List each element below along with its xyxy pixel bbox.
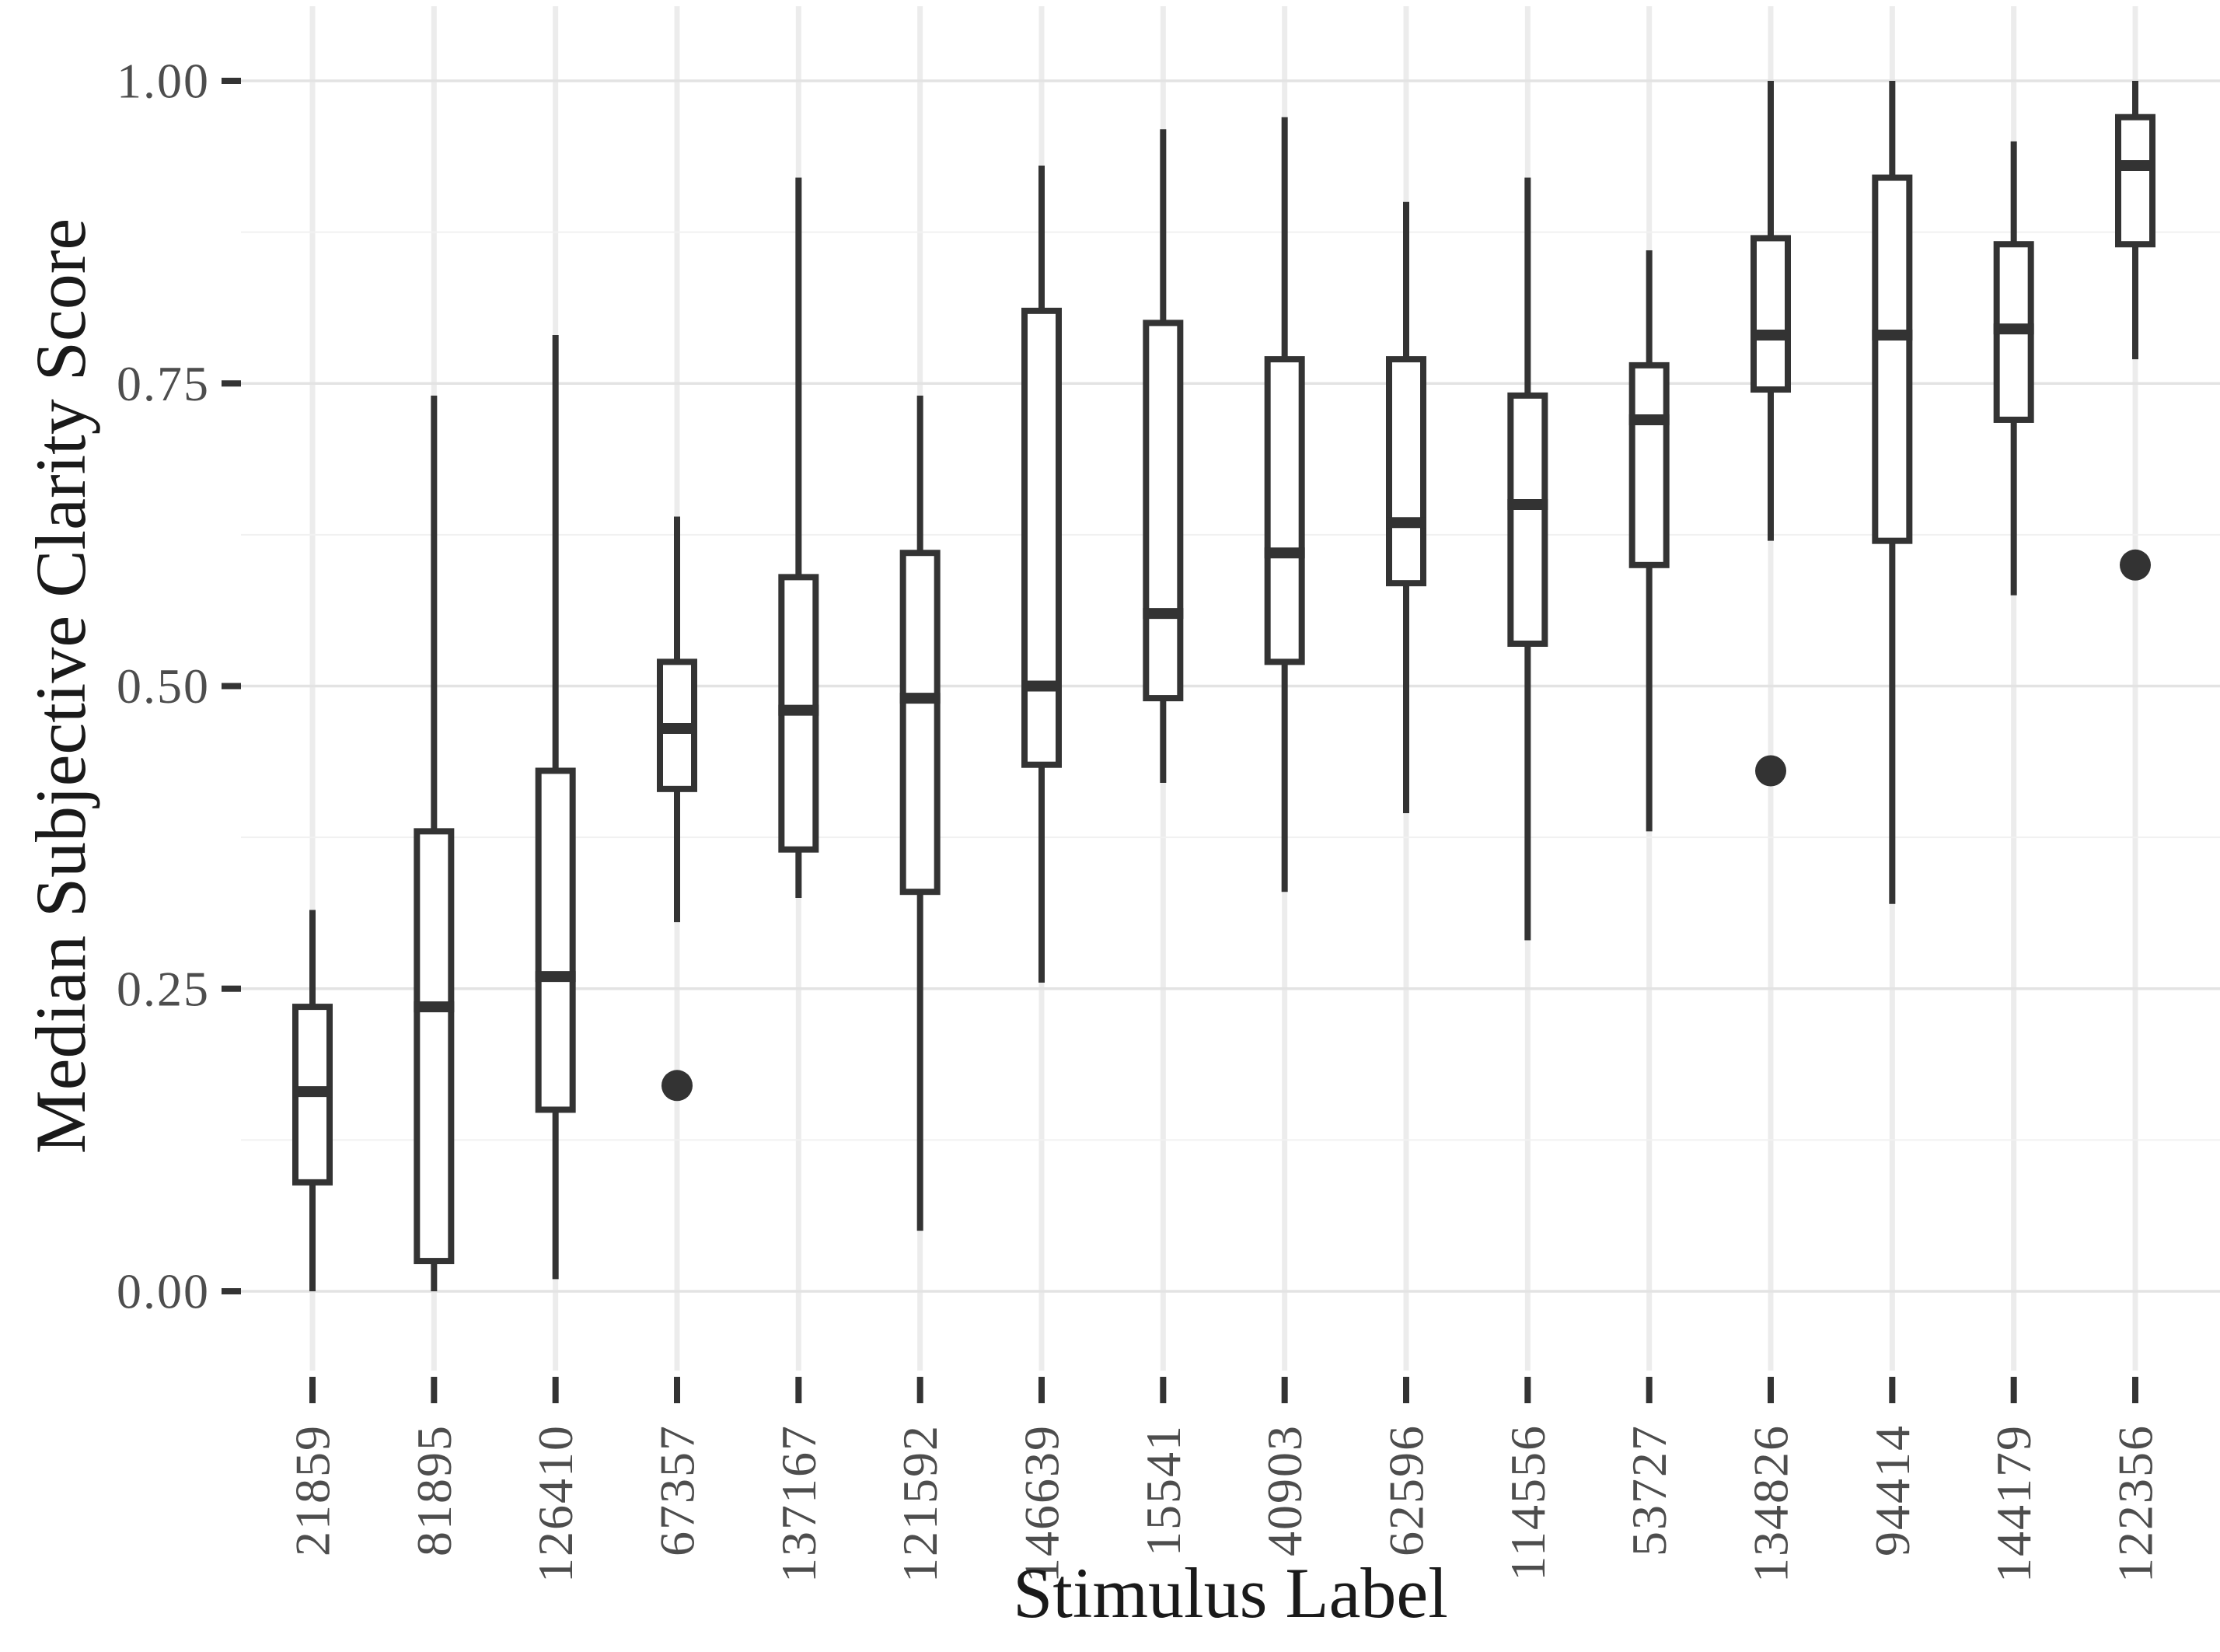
box (414, 828, 455, 1265)
x-tick-label: 94414 (1865, 1424, 1920, 1556)
x-tick-label: 40903 (1257, 1424, 1312, 1556)
box (1751, 235, 1791, 393)
boxplot-126410 (535, 334, 576, 1280)
x-tick-label: 21859 (285, 1424, 340, 1556)
boxplot-94414 (1872, 81, 1913, 904)
category-gridline (2132, 6, 2138, 1371)
y-tick-label: 0.00 (117, 1264, 210, 1319)
boxplot-40903 (1264, 117, 1305, 892)
outlier-point (661, 1070, 693, 1102)
x-tick-label: 53727 (1621, 1424, 1677, 1556)
outlier-point (2120, 549, 2151, 581)
y-tick-label: 0.75 (117, 356, 210, 411)
boxplot-21859 (292, 910, 333, 1291)
category-gridline (1768, 6, 1774, 1371)
box (1386, 356, 1426, 587)
x-tick-label: 146639 (1014, 1424, 1070, 1583)
boxplot-114556 (1507, 177, 1548, 941)
boxplot-81895 (414, 395, 455, 1291)
box (1264, 356, 1305, 665)
boxplot-53727 (1628, 250, 1670, 832)
x-tick-label: 114556 (1500, 1424, 1555, 1581)
x-tick-label: 15541 (1136, 1424, 1191, 1556)
x-tick-label: 144179 (1986, 1424, 2041, 1583)
boxplot-67357 (657, 516, 697, 1102)
outlier-point (1755, 755, 1786, 787)
box (899, 550, 941, 896)
x-tick-label: 122356 (2108, 1424, 2163, 1583)
boxplot-15541 (1143, 129, 1184, 784)
box (1872, 174, 1913, 544)
x-tick-label: 126410 (528, 1424, 583, 1583)
category-gridline (2011, 6, 2017, 1371)
box (2115, 114, 2155, 248)
box (535, 767, 576, 1113)
box (1143, 320, 1184, 702)
x-tick-label: 81895 (407, 1424, 462, 1556)
x-tick-label: 62596 (1379, 1424, 1434, 1556)
y-tick-label: 0.50 (117, 658, 210, 714)
box (1628, 361, 1670, 568)
y-tick-label: 0.25 (117, 961, 210, 1016)
boxplot-62596 (1386, 201, 1426, 813)
x-tick-label: 137167 (771, 1424, 826, 1583)
x-tick-label: 121592 (892, 1424, 948, 1583)
box (1021, 307, 1062, 768)
category-gridline (309, 6, 316, 1371)
x-axis-title: Stimulus Label (1013, 1553, 1448, 1633)
boxplot-146639 (1021, 165, 1062, 983)
x-tick-label: 134826 (1744, 1424, 1799, 1583)
x-tick-label: 67357 (650, 1424, 705, 1556)
boxplot-137167 (778, 177, 819, 898)
box (1507, 392, 1548, 648)
y-axis-title: Median Subjective Clarity Score (21, 218, 100, 1154)
boxplot-134826 (1751, 81, 1791, 787)
y-tick-label: 1.00 (117, 54, 210, 109)
boxplot-121592 (899, 395, 941, 1231)
boxplot-144179 (1993, 141, 2034, 595)
boxplot-122356 (2115, 81, 2155, 581)
